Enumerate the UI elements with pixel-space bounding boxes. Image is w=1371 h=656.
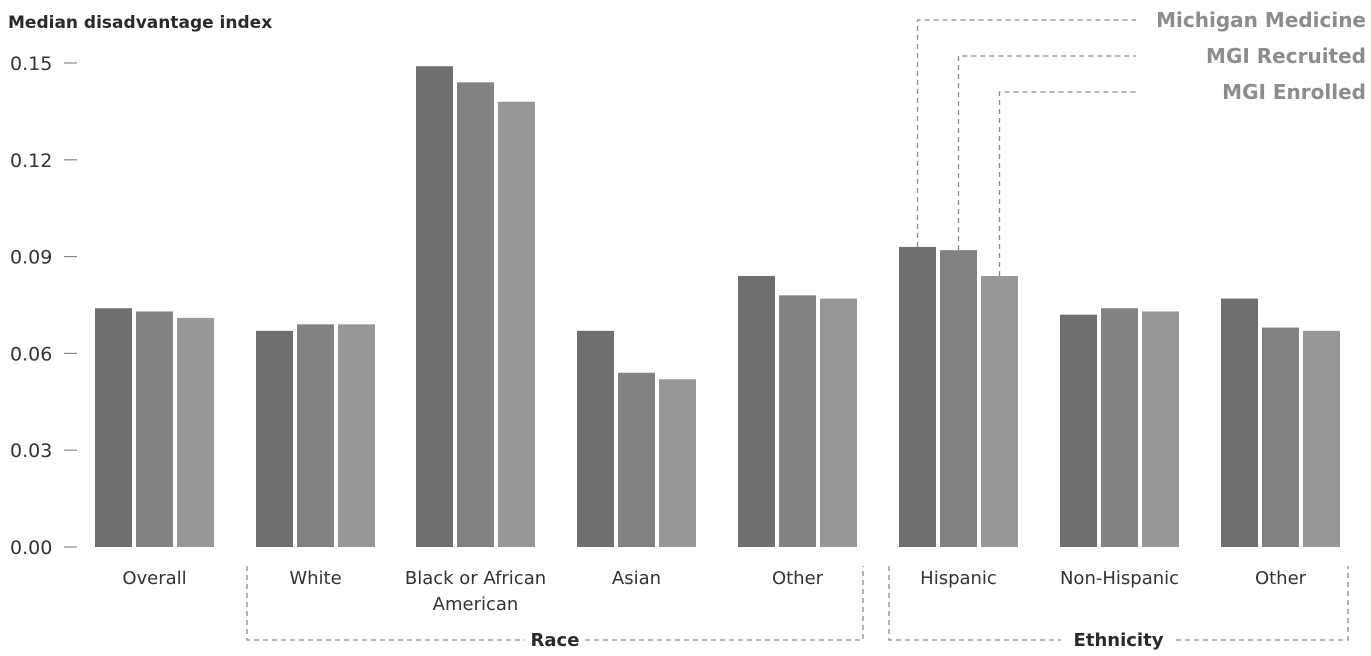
bar-mgi-enrolled — [659, 379, 696, 547]
y-tick-label: 0.06 — [10, 343, 52, 365]
legend-leader-line — [998, 91, 1136, 276]
y-tick-label: 0.12 — [10, 150, 52, 172]
group-label: Ethnicity — [1074, 630, 1164, 651]
bar-michigan-medicine — [577, 330, 614, 547]
bar-mgi-enrolled — [981, 275, 1018, 547]
y-axis: 0.00 0.03 0.06 0.09 0.12 0.15 — [10, 53, 77, 559]
bar-mgi-recruited — [136, 311, 173, 547]
x-tick-label: Non-Hispanic — [1060, 568, 1179, 589]
legend-leader-line — [916, 19, 1136, 247]
y-tick-label: 0.09 — [10, 247, 52, 269]
x-tick-label: White — [289, 568, 341, 589]
legend-leader-line — [957, 55, 1136, 251]
bar-mgi-recruited — [1101, 308, 1138, 547]
x-tick-label: Asian — [612, 568, 661, 589]
bar-mgi-enrolled — [177, 317, 214, 547]
group-brackets: Race Ethnicity — [246, 566, 1349, 651]
bar-mgi-recruited — [940, 250, 977, 547]
legend-entry: MGI Recruited — [1206, 44, 1366, 68]
bar-mgi-enrolled — [338, 324, 375, 547]
bar-mgi-recruited — [1262, 327, 1299, 547]
bar-mgi-enrolled — [820, 298, 857, 547]
bar-michigan-medicine — [416, 66, 453, 547]
x-tick-label: Overall — [122, 568, 186, 589]
legend-entry: MGI Enrolled — [1222, 80, 1366, 104]
bar-mgi-recruited — [618, 372, 655, 547]
bar-michigan-medicine — [899, 246, 936, 548]
bars — [95, 66, 1340, 548]
group-bracket-line — [888, 566, 1061, 641]
x-tick-label: Other — [1255, 568, 1307, 589]
x-tick-label: Hispanic — [920, 568, 997, 589]
bar-mgi-enrolled — [498, 101, 535, 547]
bar-mgi-recruited — [779, 295, 816, 547]
bar-mgi-recruited — [297, 324, 334, 547]
bar-michigan-medicine — [1060, 314, 1097, 547]
bar-michigan-medicine — [95, 308, 132, 547]
bar-mgi-enrolled — [1303, 330, 1340, 547]
bar-mgi-recruited — [457, 82, 494, 548]
x-tick-label: Other — [772, 568, 824, 589]
x-axis-labels: Overall White Black or African American Asia… — [122, 568, 1306, 615]
group-label: Race — [531, 630, 580, 651]
legend: Michigan Medicine MGI Recruited MGI Enroll… — [916, 8, 1366, 276]
group-bracket-line — [1176, 566, 1349, 641]
y-axis-label: Median disadvantage index — [8, 13, 272, 33]
group-bracket-line — [585, 566, 864, 641]
y-tick-label: 0.15 — [10, 53, 52, 75]
group-bracket-line — [246, 566, 525, 641]
bar-michigan-medicine — [256, 330, 293, 547]
bar-michigan-medicine — [738, 275, 775, 547]
bar-michigan-medicine — [1221, 298, 1258, 547]
y-tick-label: 0.00 — [10, 537, 52, 559]
legend-entry: Michigan Medicine — [1156, 8, 1366, 32]
x-tick-label: Black or African American — [405, 568, 546, 615]
bar-mgi-enrolled — [1142, 311, 1179, 547]
y-tick-label: 0.03 — [10, 440, 52, 462]
